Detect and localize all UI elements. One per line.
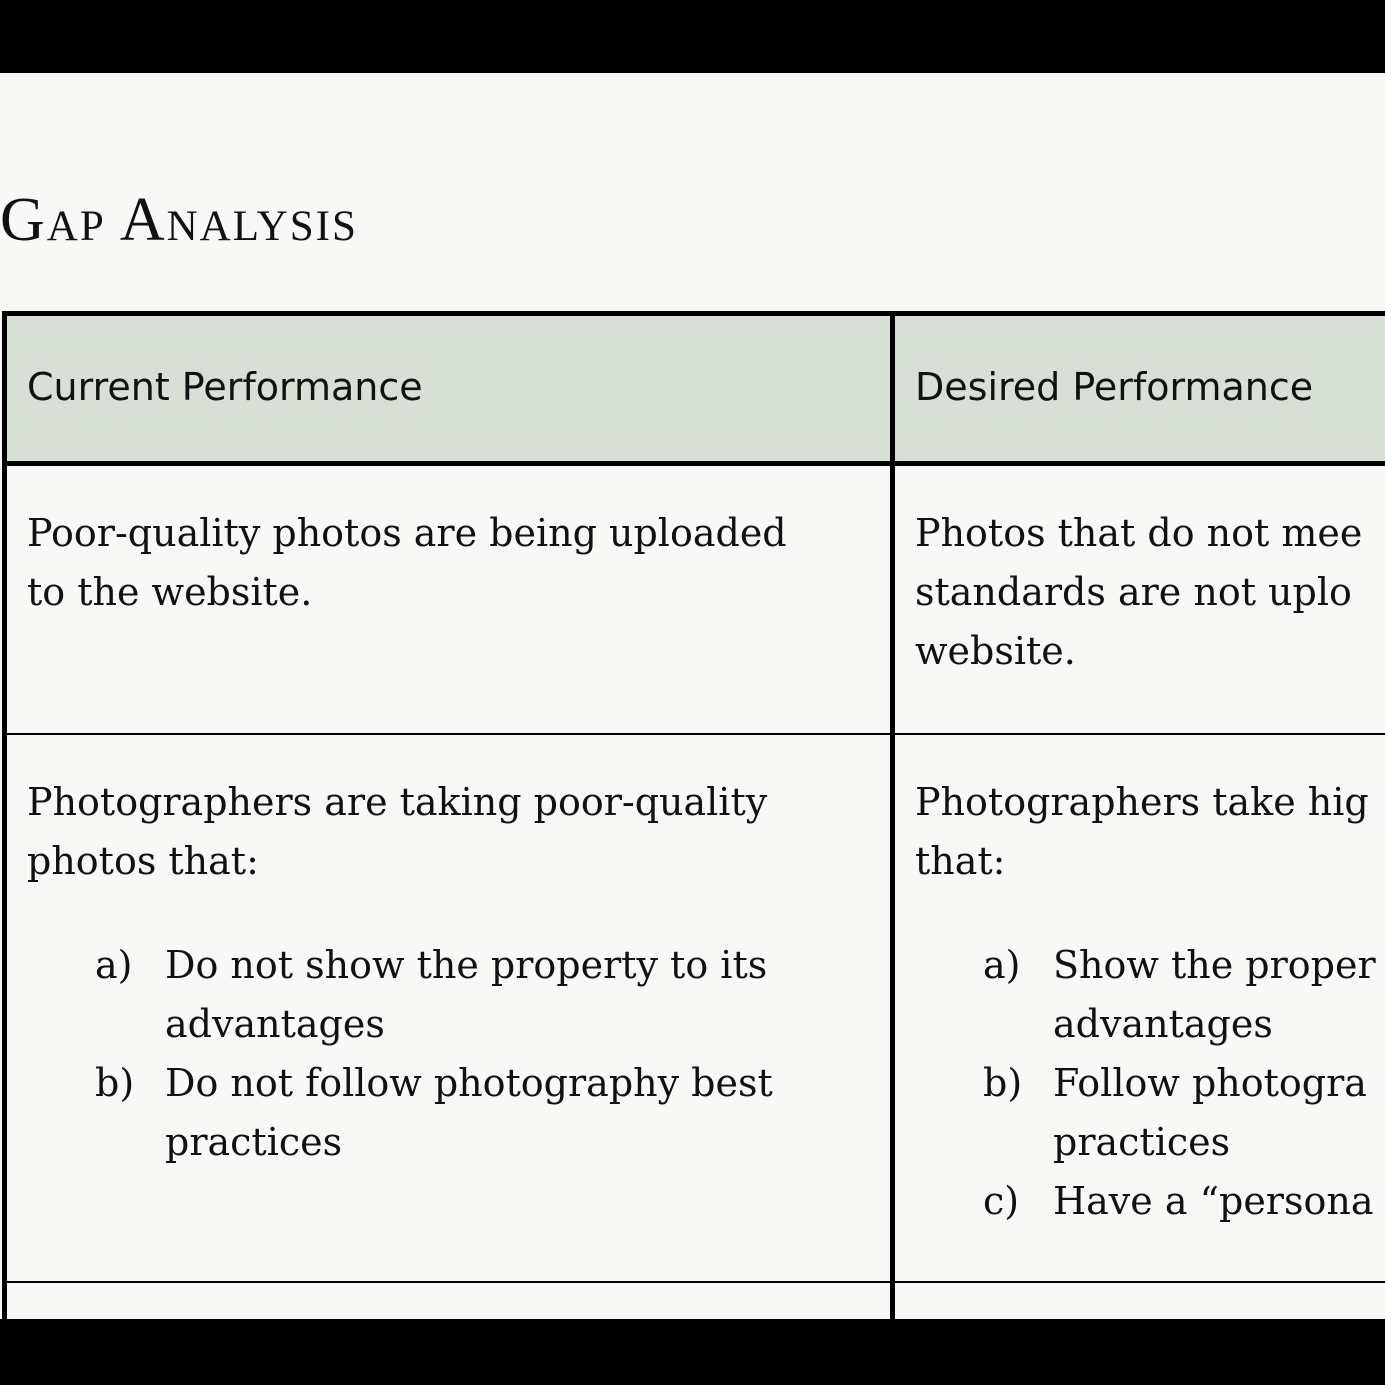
list-item-line: advantages [165, 1001, 385, 1046]
list-marker: a) [95, 942, 133, 987]
cell-line: that: [915, 838, 1006, 883]
table-row: Photographers are taking poor-quality ph… [2, 733, 1385, 1283]
list-item: b) Do not follow photography best practi… [27, 1054, 888, 1172]
list-item-line: advantages [1053, 1001, 1273, 1046]
cell-desired-1: Photos that do not mee standards are not… [890, 463, 1385, 735]
sub-list: a) Show the proper advantages b) Follow … [915, 936, 1385, 1231]
sub-list: a) Do not show the property to its advan… [27, 936, 888, 1172]
cell-current-1: Poor-quality photos are being uploaded t… [2, 463, 895, 735]
list-marker: a) [983, 942, 1021, 987]
cell-line: Photos that do not mee [915, 511, 1363, 555]
list-item-line: practices [165, 1119, 343, 1164]
cell-line: Photographers are taking poor-quality [27, 779, 768, 824]
list-item-line: Do not follow photography best [165, 1060, 773, 1105]
document-page: Gap Analysis Current Performance Desired… [0, 73, 1385, 1319]
list-item: a) Do not show the property to its advan… [27, 936, 888, 1054]
cell-line: photos that: [27, 838, 259, 883]
cell-line: to the website. [27, 570, 313, 614]
cell-desired-3 [890, 1281, 1385, 1319]
gap-analysis-table: Current Performance Desired Performance … [2, 311, 1385, 1319]
list-marker: c) [983, 1178, 1020, 1223]
header-desired-performance: Desired Performance [890, 311, 1385, 466]
cell-current-3 [2, 1281, 895, 1319]
cell-current-2: Photographers are taking poor-quality ph… [2, 733, 895, 1283]
cell-line: Photographers take hig [915, 779, 1369, 824]
list-item-line: Show the proper [1053, 942, 1376, 987]
list-item-line: Have a “persona [1053, 1178, 1374, 1223]
list-marker: b) [95, 1060, 135, 1105]
list-item-line: practices [1053, 1119, 1231, 1164]
list-item: c) Have a “persona [915, 1172, 1385, 1231]
list-item: a) Show the proper advantages [915, 936, 1385, 1054]
cell-line: website. [915, 629, 1076, 673]
list-item-line: Follow photogra [1053, 1060, 1367, 1105]
table-header-row: Current Performance Desired Performance [2, 311, 1385, 466]
cell-desired-2: Photographers take hig that: a) Show the… [890, 733, 1385, 1283]
list-item: b) Follow photogra practices [915, 1054, 1385, 1172]
list-marker: b) [983, 1060, 1023, 1105]
cell-line: standards are not uplo [915, 570, 1352, 614]
list-item-line: Do not show the property to its [165, 942, 768, 987]
cell-line: Poor-quality photos are being uploaded [27, 511, 787, 555]
header-current-performance: Current Performance [2, 311, 895, 466]
table-row: Poor-quality photos are being uploaded t… [2, 463, 1385, 735]
table-row [2, 1281, 1385, 1319]
page-title: Gap Analysis [0, 186, 358, 254]
